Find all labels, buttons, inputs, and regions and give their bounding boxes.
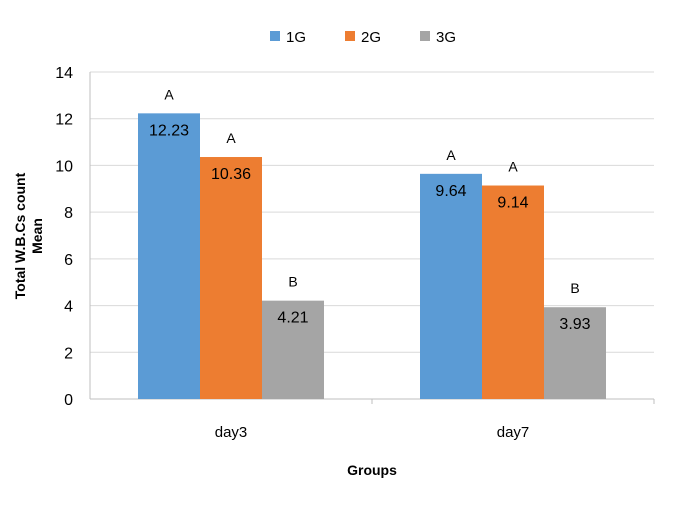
letter-label-2G-day7: A (508, 159, 518, 175)
bar-3G-day7 (544, 307, 606, 399)
x-category-label-day7: day7 (497, 424, 530, 441)
legend-label-1G: 1G (286, 29, 306, 46)
data-label-1G-day3: 12.23 (149, 122, 189, 139)
legend-label-3G: 3G (436, 29, 456, 46)
data-label-1G-day7: 9.64 (435, 183, 466, 200)
data-label-2G-day7: 9.14 (497, 195, 528, 212)
data-label-2G-day3: 10.36 (211, 166, 251, 183)
legend-swatch-1G (270, 31, 280, 41)
bar-1G-day7 (420, 173, 482, 399)
letter-label-3G-day3: B (288, 274, 297, 290)
y-axis-title-line-1: Total W.B.Cs count (12, 172, 28, 299)
data-label-3G-day3: 4.21 (277, 310, 308, 327)
y-tick-label-2: 2 (64, 345, 73, 362)
legend: 1G 2G 3G (270, 29, 456, 46)
legend-swatch-2G (345, 31, 355, 41)
bar-2G-day3 (200, 157, 262, 399)
legend-swatch-3G (420, 31, 430, 41)
bars (138, 113, 606, 400)
letter-label-1G-day7: A (446, 147, 456, 163)
y-tick-label-6: 6 (64, 252, 73, 269)
y-tick-label-10: 10 (55, 158, 73, 175)
letter-label-3G-day7: B (570, 280, 579, 296)
letter-label-1G-day3: A (164, 86, 174, 102)
x-category-label-day3: day3 (215, 424, 248, 441)
bar-1G-day3 (138, 113, 200, 400)
x-axis-title: Groups (347, 462, 397, 478)
y-tick-label-14: 14 (55, 65, 73, 82)
data-labels: 12.23 A 10.36 A 4.21 B 9.64 A 9.14 A 3.93 B (149, 86, 591, 333)
bar-2G-day7 (482, 185, 544, 399)
y-tick-label-12: 12 (55, 112, 73, 129)
legend-label-2G: 2G (361, 29, 381, 46)
y-axis-title-line-2: Mean (29, 218, 45, 254)
y-tick-label-8: 8 (64, 205, 73, 222)
bar-3G-day3 (262, 300, 324, 399)
y-axis-title: Total W.B.Cs count Mean (12, 172, 45, 299)
data-label-3G-day7: 3.93 (559, 316, 590, 333)
y-tick-label-0: 0 (64, 392, 73, 409)
y-tick-label-4: 4 (64, 299, 73, 316)
letter-label-2G-day3: A (226, 130, 236, 146)
